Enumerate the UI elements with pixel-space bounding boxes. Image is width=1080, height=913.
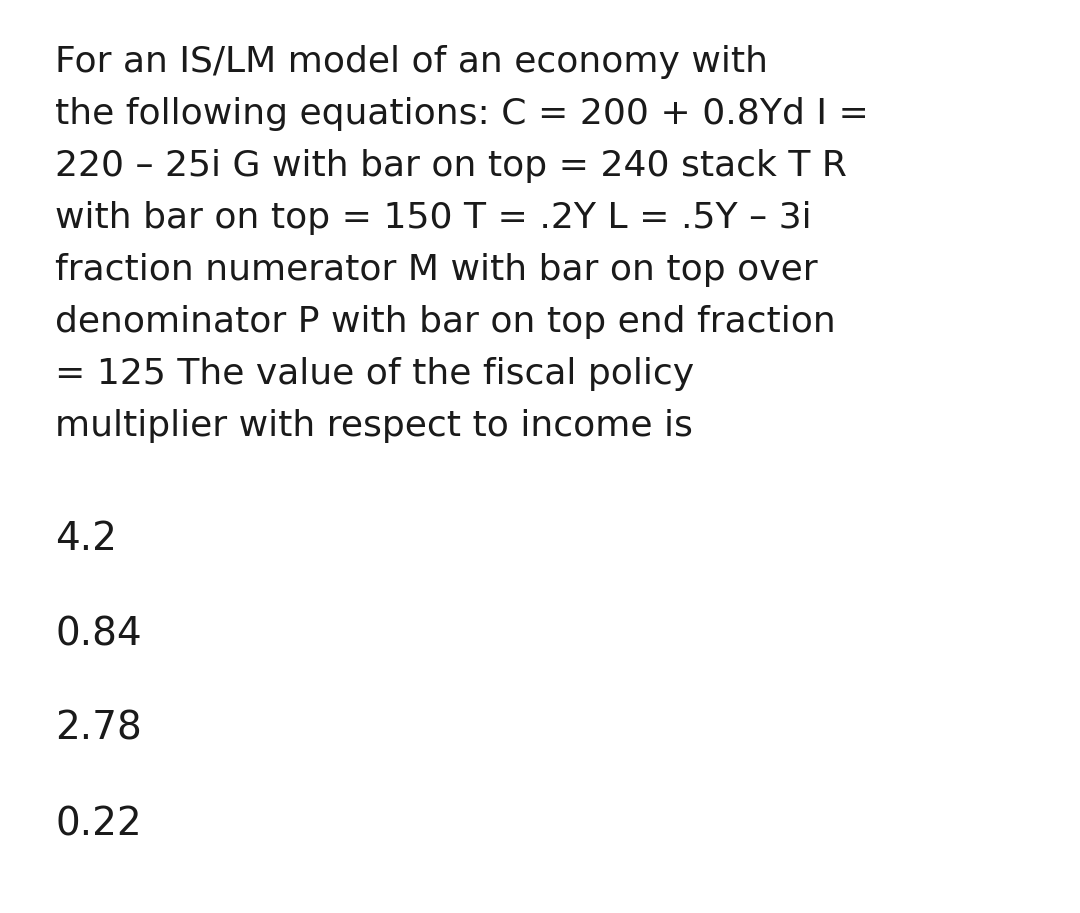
- Text: the following equations: C = 200 + 0.8Yd I =: the following equations: C = 200 + 0.8Yd…: [55, 97, 869, 131]
- Text: = 125 The value of the fiscal policy: = 125 The value of the fiscal policy: [55, 357, 694, 391]
- Text: 0.22: 0.22: [55, 805, 141, 843]
- Text: fraction numerator M with bar on top over: fraction numerator M with bar on top ove…: [55, 253, 818, 287]
- Text: with bar on top = 150 T = .2Y L = .5Y – 3i: with bar on top = 150 T = .2Y L = .5Y – …: [55, 201, 812, 235]
- Text: 0.84: 0.84: [55, 615, 141, 653]
- Text: 4.2: 4.2: [55, 520, 117, 558]
- Text: 2.78: 2.78: [55, 710, 141, 748]
- Text: For an IS/LM model of an economy with: For an IS/LM model of an economy with: [55, 45, 768, 79]
- Text: denominator P with bar on top end fraction: denominator P with bar on top end fracti…: [55, 305, 836, 339]
- Text: 220 – 25i G with bar on top = 240 stack T R: 220 – 25i G with bar on top = 240 stack …: [55, 149, 847, 183]
- Text: multiplier with respect to income is: multiplier with respect to income is: [55, 409, 693, 443]
